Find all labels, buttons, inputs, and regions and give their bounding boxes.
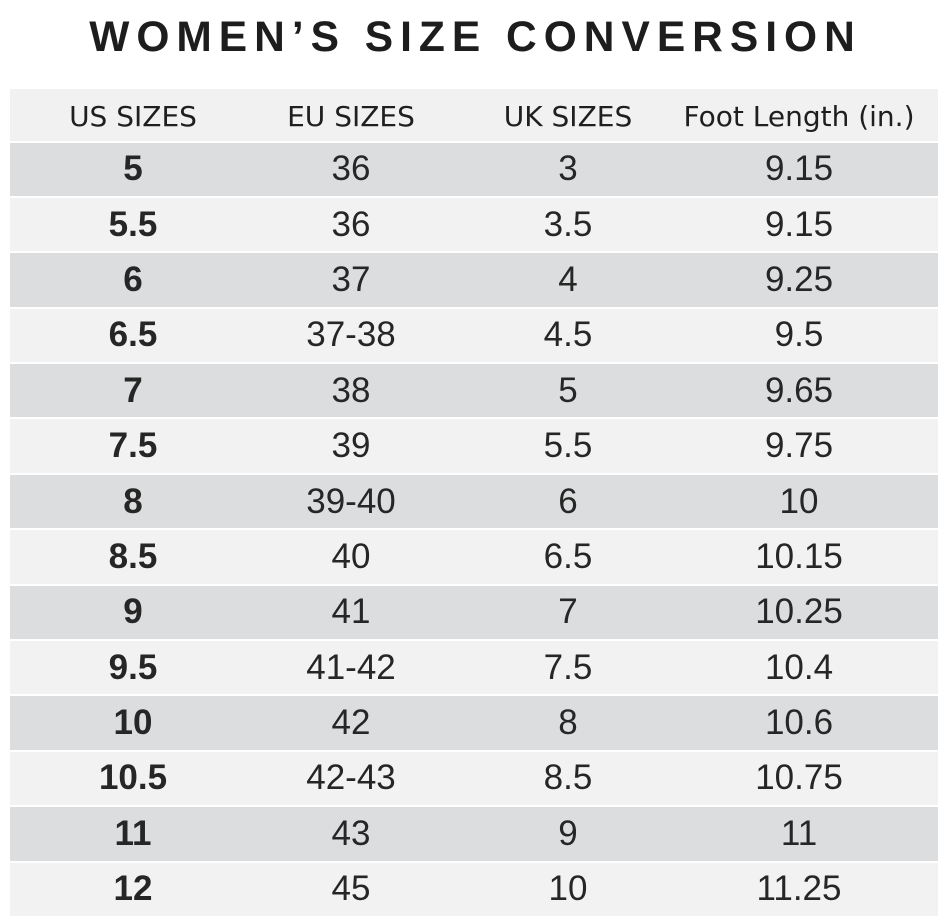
table-row: 8.5 40 6.5 10.15	[10, 530, 938, 584]
cell-spacer	[908, 198, 938, 251]
cell-spacer	[908, 143, 938, 196]
table-row: 12 45 10 11.25	[10, 862, 938, 916]
cell-eu-size: 40	[331, 536, 371, 576]
table-row: 6 37 4 9.25	[10, 253, 938, 307]
cell-us-size: 12	[113, 869, 153, 909]
cell-spacer	[908, 253, 938, 306]
cell-uk-size: 4	[558, 259, 578, 299]
cell-spacer	[908, 641, 938, 694]
column-header-uk-sizes: UK SIZES	[503, 99, 633, 133]
cell-eu-size: 36	[331, 149, 371, 189]
cell-eu-size: 42-43	[306, 758, 396, 798]
cell-spacer	[908, 696, 938, 749]
cell-uk-size: 3.5	[543, 204, 593, 244]
cell-us-size: 6	[123, 259, 143, 299]
cell-eu-size: 41	[331, 592, 371, 632]
cell-foot-length: 10.4	[764, 647, 834, 687]
cell-foot-length: 9.75	[764, 426, 834, 466]
cell-foot-length: 10	[779, 481, 819, 521]
cell-eu-size: 36	[331, 204, 371, 244]
cell-eu-size: 38	[331, 370, 371, 410]
table-row: 6.5 37-38 4.5 9.5	[10, 308, 938, 363]
cell-spacer	[908, 419, 938, 472]
cell-uk-size: 10	[548, 869, 588, 909]
table-row: 5 36 3 9.15	[10, 142, 938, 196]
cell-uk-size: 5	[558, 370, 578, 410]
cell-spacer	[908, 475, 938, 528]
cell-foot-length: 11.25	[756, 869, 842, 909]
cell-uk-size: 6	[558, 481, 578, 521]
cell-eu-size: 37	[331, 259, 371, 299]
cell-uk-size: 8	[558, 703, 578, 743]
cell-us-size: 8	[123, 481, 143, 521]
table-row: 8 39-40 6 10	[10, 474, 938, 529]
cell-us-size: 5.5	[108, 204, 158, 244]
table-row: 10.5 42-43 8.5 10.75	[10, 751, 938, 806]
cell-eu-size: 42	[331, 703, 371, 743]
cell-us-size: 8.5	[108, 536, 158, 576]
cell-spacer	[908, 530, 938, 583]
table-row: 7.5 39 5.5 9.75	[10, 419, 938, 473]
table-row: 7 38 5 9.65	[10, 364, 938, 418]
size-conversion-table: US SIZES EU SIZES UK SIZES Foot Length (…	[10, 89, 938, 917]
cell-spacer	[908, 863, 938, 916]
cell-foot-length: 10.15	[755, 536, 843, 576]
cell-uk-size: 6.5	[543, 536, 593, 576]
cell-foot-length: 9.15	[764, 149, 834, 189]
cell-spacer	[908, 364, 938, 417]
cell-us-size: 11	[114, 813, 152, 853]
column-header-us-sizes: US SIZES	[69, 99, 197, 133]
title-wrap: WOMEN’S SIZE CONVERSION	[0, 0, 951, 89]
cell-us-size: 10	[113, 703, 153, 743]
cell-uk-size: 9	[558, 813, 578, 853]
cell-uk-size: 7.5	[543, 647, 593, 687]
cell-spacer	[908, 807, 938, 860]
cell-foot-length: 11	[780, 813, 818, 853]
table-header-row: US SIZES EU SIZES UK SIZES Foot Length (…	[10, 89, 938, 141]
cell-foot-length: 9.65	[764, 370, 834, 410]
table-row: 9 41 7 10.25	[10, 585, 938, 640]
table-row: 5.5 36 3.5 9.15	[10, 197, 938, 252]
cell-us-size: 7.5	[108, 426, 158, 466]
cell-us-size: 7	[123, 370, 143, 410]
cell-eu-size: 45	[331, 869, 371, 909]
cell-eu-size: 37-38	[306, 315, 396, 355]
cell-us-size: 9.5	[108, 647, 158, 687]
cell-us-size: 10.5	[98, 758, 168, 798]
cell-spacer	[908, 586, 938, 639]
cell-uk-size: 3	[558, 149, 578, 189]
cell-us-size: 6.5	[108, 315, 158, 355]
cell-uk-size: 5.5	[543, 426, 593, 466]
column-header-foot-length: Foot Length (in.)	[683, 99, 915, 133]
page-title: WOMEN’S SIZE CONVERSION	[89, 13, 862, 61]
cell-eu-size: 41-42	[306, 647, 396, 687]
table-body: 5 36 3 9.15 5.5 36 3.5 9.15 6 37 4 9.25 …	[10, 142, 938, 916]
cell-eu-size: 39	[331, 426, 371, 466]
table-row: 9.5 41-42 7.5 10.4	[10, 641, 938, 695]
cell-uk-size: 7	[558, 592, 578, 632]
cell-foot-length: 9.25	[764, 259, 834, 299]
cell-foot-length: 9.15	[764, 204, 834, 244]
table-row: 10 42 8 10.6	[10, 696, 938, 750]
cell-spacer	[908, 752, 938, 805]
cell-us-size: 5	[123, 149, 143, 189]
cell-eu-size: 39-40	[306, 481, 396, 521]
column-header-eu-sizes: EU SIZES	[287, 99, 415, 133]
cell-foot-length: 10.6	[764, 703, 834, 743]
cell-us-size: 9	[123, 592, 143, 632]
table-row: 11 43 9 11	[10, 807, 938, 861]
cell-spacer	[908, 309, 938, 362]
cell-foot-length: 10.25	[755, 592, 843, 632]
column-header-spacer	[908, 89, 938, 141]
cell-foot-length: 9.5	[774, 315, 824, 355]
cell-eu-size: 43	[331, 813, 371, 853]
cell-uk-size: 4.5	[543, 315, 593, 355]
cell-foot-length: 10.75	[755, 758, 843, 798]
cell-uk-size: 8.5	[543, 758, 593, 798]
